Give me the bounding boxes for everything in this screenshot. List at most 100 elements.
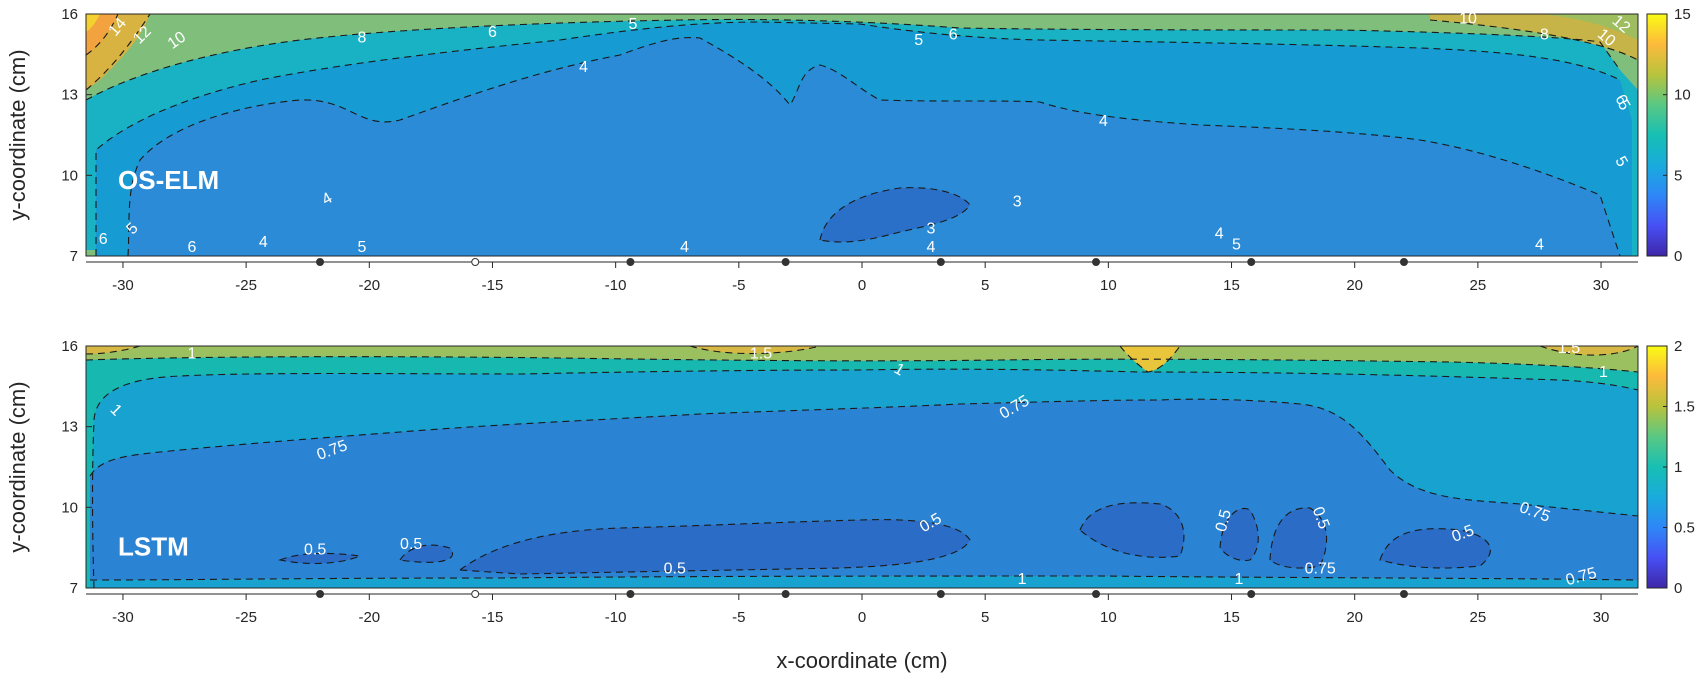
lstm-contour-label-15: 0.5 <box>1450 522 1477 546</box>
lstm-colorbar-tick-label-2: 1 <box>1674 459 1682 476</box>
os-elm-y-tick-label-3: 16 <box>61 6 78 23</box>
os-elm-contour-label-19: 4 <box>927 239 936 256</box>
os-elm-contour-label-21: 5 <box>1232 236 1241 253</box>
lstm-x-tick-label-10: 20 <box>1346 609 1363 626</box>
lstm-x-tick-label-4: -10 <box>605 609 627 626</box>
os-elm-sensor-marker-7 <box>1399 258 1408 266</box>
lstm-contour-label-11: 0.5 <box>664 560 686 577</box>
os-elm-colorbar-tick-label-0: 0 <box>1674 248 1682 265</box>
lstm-x-tick-label-3: -15 <box>482 609 504 626</box>
os-elm-contour-label-10: 8 <box>1540 27 1549 44</box>
os-elm-colorbar-tick-label-2: 10 <box>1674 87 1691 104</box>
lstm-contour-label-0: 1 <box>187 345 196 362</box>
os-elm-sensor-marker-1 <box>471 258 480 266</box>
os-elm-contour-label-22: 4 <box>1535 236 1544 253</box>
lstm-x-tick-label-11: 25 <box>1470 609 1487 626</box>
lstm-contour-label-2: 1.5 <box>750 345 772 362</box>
os-elm-sensor-marker-6 <box>1247 258 1256 266</box>
os-elm-x-tick-label-1: -25 <box>235 277 257 294</box>
os-elm-contour-label-25: 6 <box>99 231 108 248</box>
lstm-x-tick-label-6: 0 <box>858 609 866 626</box>
os-elm-plot-frame <box>85 13 1639 257</box>
os-elm-contour-label-5: 5 <box>628 16 637 33</box>
os-elm-colorbar: 0 5 10 15 <box>1646 6 1691 265</box>
lstm-contour-label-16: 0.75 <box>1305 560 1336 577</box>
os-elm-panel-label: OS-ELM <box>118 165 219 195</box>
os-elm-sensor-marker-3 <box>781 258 790 266</box>
lstm-y-tick-label-1: 10 <box>61 499 78 516</box>
os-elm-colorbar-gradient <box>1646 13 1668 257</box>
os-elm-colorbar-tick-label-3: 15 <box>1674 6 1691 23</box>
os-elm-contour-label-17: 3 <box>1013 193 1022 210</box>
os-elm-contour-fill <box>86 14 1638 256</box>
lstm-colorbar-tick-label-1: 0.5 <box>1674 520 1695 537</box>
lstm-y-ticks: 7 10 13 16 <box>61 338 92 597</box>
lstm-x-tick-label-5: -5 <box>732 609 745 626</box>
os-elm-y-axis-label: y-coordinate (cm) <box>5 49 30 220</box>
os-elm-sensor-marker-2 <box>626 258 635 266</box>
os-elm-contour-label-9: 10 <box>1459 11 1477 28</box>
lstm-x-tick-label-0: -30 <box>112 609 134 626</box>
lstm-contour-label-17: 1 <box>1018 571 1027 588</box>
lstm-sensor-marker-1 <box>471 590 480 598</box>
lstm-contour-label-14: 0.5 <box>1309 505 1333 532</box>
os-elm-x-tick-label-4: -10 <box>605 277 627 294</box>
lstm-colorbar-tick-label-3: 1.5 <box>1674 399 1695 416</box>
os-elm-y-tick-label-1: 10 <box>61 167 78 184</box>
os-elm-y-ticks: 7 10 13 16 <box>61 6 92 265</box>
os-elm-x-tick-label-2: -20 <box>358 277 380 294</box>
os-elm-contour-label-28: 5 <box>357 239 366 256</box>
os-elm-sensor-marker-4 <box>936 258 945 266</box>
lstm-contour-label-13: 0.5 <box>1213 508 1235 534</box>
os-elm-x-tick-label-10: 20 <box>1346 277 1363 294</box>
lstm-sensor-marker-0 <box>316 590 325 598</box>
lstm-colorbar-tick-label-4: 2 <box>1674 338 1682 355</box>
os-elm-y-tick-label-0: 7 <box>70 248 78 265</box>
os-elm-y-tick-label-2: 13 <box>61 87 78 104</box>
os-elm-x-tick-label-7: 5 <box>981 277 989 294</box>
lstm-x-tick-label-2: -20 <box>358 609 380 626</box>
os-elm-x-tick-label-0: -30 <box>112 277 134 294</box>
lstm-y-tick-label-3: 16 <box>61 338 78 355</box>
lstm-contour-label-5: 1 <box>1599 364 1608 381</box>
lstm-colorbar-tick-label-0: 0 <box>1674 580 1682 597</box>
lstm-contour-fill <box>86 346 1638 588</box>
os-elm-x-tick-label-6: 0 <box>858 277 866 294</box>
os-elm-x-tick-label-9: 15 <box>1223 277 1240 294</box>
lstm-sensor-marker-4 <box>936 590 945 598</box>
os-elm-contour-lines <box>86 14 1638 256</box>
lstm-contour-label-10: 0.5 <box>400 536 422 553</box>
lstm-y-tick-label-2: 13 <box>61 419 78 436</box>
lstm-contour-label-9: 0.5 <box>304 542 326 559</box>
lstm-x-tick-label-9: 15 <box>1223 609 1240 626</box>
lstm-sensor-marker-6 <box>1247 590 1256 598</box>
lstm-contour-label-4: 1.5 <box>1558 340 1580 357</box>
lstm-y-tick-label-0: 7 <box>70 580 78 597</box>
lstm-sensor-marker-3 <box>781 590 790 598</box>
os-elm-x-axis: -30 -25 -20 -15 -10 -5 0 5 10 15 20 25 30 <box>86 258 1638 294</box>
lstm-sensor-marker-2 <box>626 590 635 598</box>
lstm-contour-label-18: 1 <box>1234 571 1243 588</box>
os-elm-sensor-marker-0 <box>316 258 325 266</box>
os-elm-x-tick-label-3: -15 <box>482 277 504 294</box>
x-axis-label: x-coordinate (cm) <box>776 648 947 673</box>
lstm-y-axis-label: y-coordinate (cm) <box>5 381 30 552</box>
lstm-x-axis: -30 -25 -20 -15 -10 -5 0 5 10 15 20 25 30 <box>86 590 1638 626</box>
os-elm-contour-label-18: 3 <box>927 220 936 237</box>
os-elm-x-tick-label-5: -5 <box>732 277 745 294</box>
os-elm-x-tick-label-11: 25 <box>1470 277 1487 294</box>
os-elm-contour-label-26: 6 <box>187 239 196 256</box>
os-elm-colorbar-tick-label-1: 5 <box>1674 167 1682 184</box>
lstm-x-tick-label-1: -25 <box>235 609 257 626</box>
os-elm-contour-label-13: 4 <box>1099 113 1108 130</box>
lstm-colorbar: 0 0.5 1 1.5 2 <box>1646 338 1695 597</box>
os-elm-x-tick-label-12: 30 <box>1593 277 1610 294</box>
lstm-plot-frame <box>85 345 1639 589</box>
os-elm-sensor-marker-5 <box>1092 258 1101 266</box>
lstm-x-tick-label-7: 5 <box>981 609 989 626</box>
os-elm-contour-label-6: 4 <box>579 59 588 76</box>
lstm-sensor-marker-7 <box>1399 590 1408 598</box>
os-elm-contour-label-27: 4 <box>259 234 268 251</box>
